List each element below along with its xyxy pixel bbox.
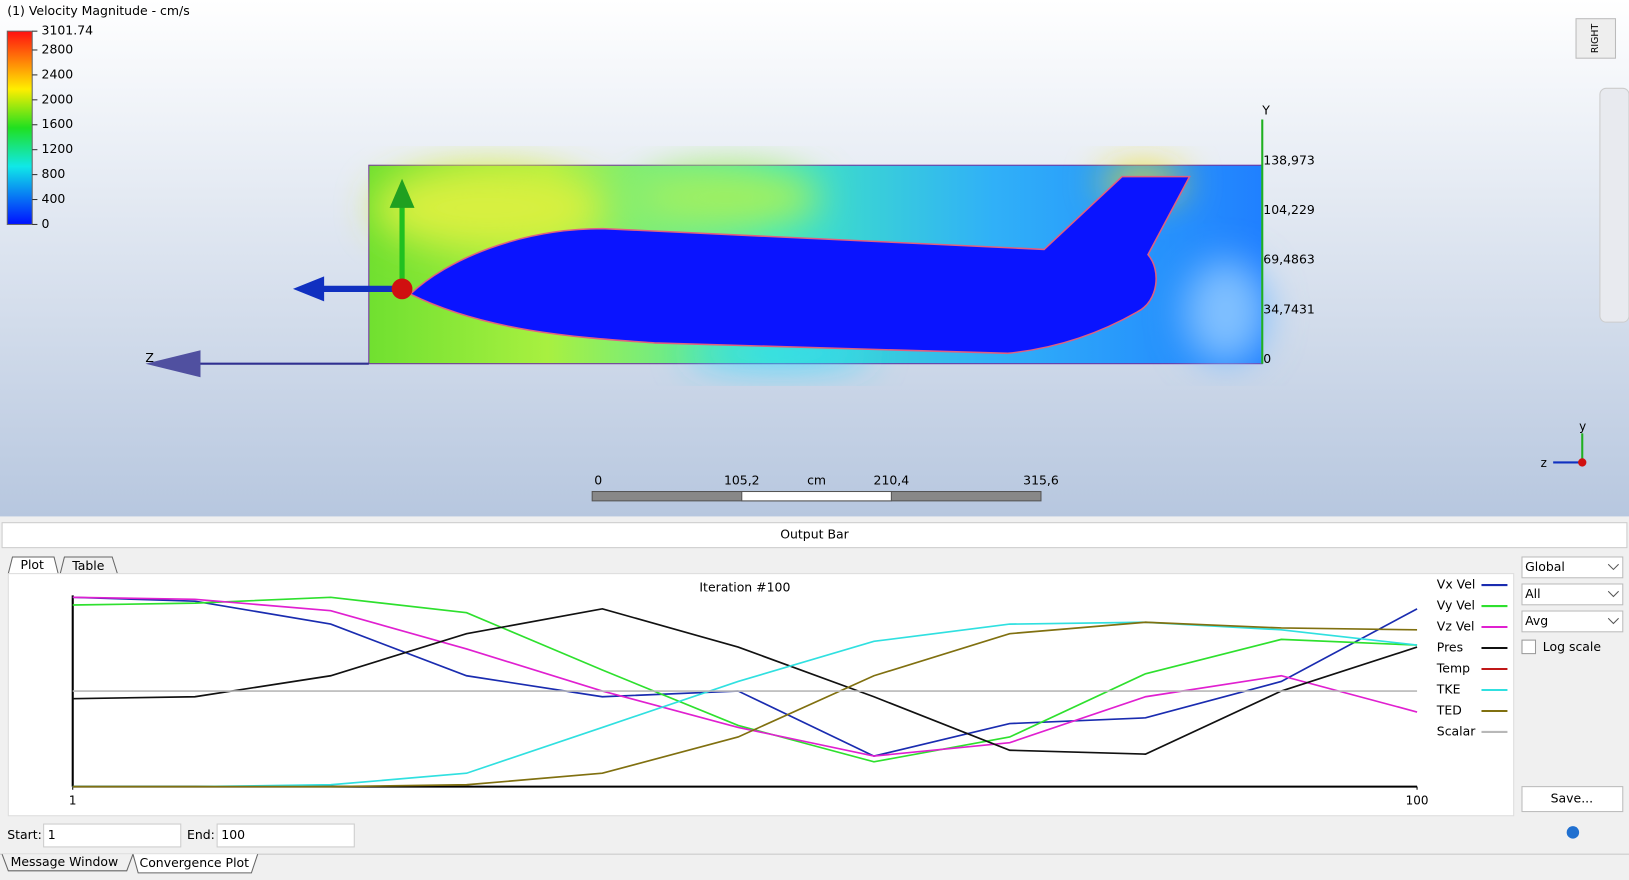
legend-label: Scalar <box>1437 723 1476 738</box>
series-line <box>72 596 1418 763</box>
output-bar[interactable] <box>1 522 1628 549</box>
tab-label: Table <box>71 558 104 573</box>
triad-head <box>292 276 325 302</box>
legend-label: Pres <box>1437 640 1463 655</box>
start-input[interactable] <box>43 823 182 848</box>
log-scale-checkbox[interactable] <box>1521 639 1537 655</box>
flow-blobs <box>374 166 1268 366</box>
convergence-plot: Iteration #100 1 100 Vx Vel Vy Vel Vz Vel Pres… <box>69 577 1508 808</box>
dropdowns: Global All Avg <box>1521 556 1624 633</box>
bottom-tab[interactable] <box>132 854 259 874</box>
triad-head <box>389 178 415 208</box>
mini-origin <box>1578 458 1587 467</box>
scale-label: cm <box>807 473 826 488</box>
y-axis-label: 104,229 <box>1263 202 1315 217</box>
end-value: 100 <box>221 827 245 842</box>
dropdown[interactable] <box>1521 583 1624 606</box>
tab-label: Plot <box>20 557 44 572</box>
x-tick-label: 100 <box>1406 794 1429 808</box>
scale-label: 105,2 <box>724 473 760 488</box>
save-button[interactable] <box>1521 786 1624 813</box>
y-axis-label: 69,4863 <box>1263 252 1314 267</box>
mini-y-label: y <box>1579 420 1586 434</box>
scale-label: 0 <box>594 473 602 488</box>
dropdown[interactable] <box>1521 610 1624 633</box>
help-icon[interactable] <box>1566 826 1580 839</box>
legend-label: TKE <box>1436 681 1461 696</box>
x-tick-label: 1 <box>69 794 77 808</box>
bottom-tab-label: Message Window <box>11 854 119 869</box>
bottom-tab-label: Convergence Plot <box>140 855 250 870</box>
view-cube[interactable] <box>1575 18 1617 59</box>
legend-label: Vz Vel <box>1437 619 1475 634</box>
tab[interactable] <box>7 556 59 574</box>
dropdown-arrow <box>1607 563 1619 571</box>
tab[interactable] <box>59 556 118 574</box>
end-input[interactable] <box>216 823 355 848</box>
output-bar-label: Output Bar <box>780 527 849 542</box>
y-axis-label: 34,7431 <box>1263 301 1314 316</box>
z-label: Z <box>145 350 154 365</box>
series-line <box>72 596 1418 757</box>
y-axis-label: 138,973 <box>1263 153 1314 168</box>
y-label: Y <box>1261 103 1270 118</box>
colorbar-tick-label: 2400 <box>42 66 74 81</box>
z-arrow <box>145 350 201 378</box>
log-scale-label: Log scale <box>1543 639 1601 654</box>
nav-toolbar[interactable] <box>1599 87 1629 323</box>
dropdown-value: Global <box>1525 559 1565 574</box>
colorbar-tick-label: 1600 <box>42 116 74 131</box>
colorbar-tick-label: 400 <box>42 191 66 206</box>
legend-label: Vx Vel <box>1437 577 1476 592</box>
dropdown-arrow <box>1607 590 1619 598</box>
end-label: End: <box>187 827 215 842</box>
legend-label: Temp <box>1436 661 1470 676</box>
view-cube-label: RIGHT <box>1590 24 1601 54</box>
dropdown-value: All <box>1525 586 1540 601</box>
scale-bar-segment <box>741 490 892 502</box>
colorbar-tick-label: 1200 <box>42 141 74 156</box>
dropdown-arrow <box>1607 617 1619 625</box>
save-label: Save... <box>1551 791 1593 806</box>
plot-panel <box>7 573 1515 817</box>
colorbar-ticks: 3101.74 2800 2400 2000 1600 1200 800 400 0 <box>32 23 93 231</box>
colorbar-tick-label: 2000 <box>42 91 74 106</box>
bottom-tab[interactable] <box>1 853 134 872</box>
legend-label: Vy Vel <box>1437 598 1475 613</box>
legend-label: TED <box>1436 702 1462 717</box>
scale-labels: 0 105,2 cm 210,4 315,6 <box>594 473 1059 488</box>
colorbar-tick-label: 0 <box>42 216 50 231</box>
mini-z-label: z <box>1541 456 1547 470</box>
start-label: Start: <box>7 827 42 842</box>
scale-label: 315,6 <box>1023 473 1059 488</box>
legend-title: (1) Velocity Magnitude - cm/s <box>7 3 189 18</box>
y-axis-labels: 138,973 104,229 69,4863 34,7431 0 <box>1263 153 1315 366</box>
triad-origin <box>391 278 413 300</box>
colorbar <box>6 30 33 225</box>
colorbar-tick-label: 2800 <box>42 41 74 56</box>
colorbar-tick-label: 800 <box>42 166 66 181</box>
dropdown[interactable] <box>1521 556 1624 579</box>
series-line <box>72 621 1418 788</box>
series-line <box>72 607 1418 755</box>
dropdown-value: Avg <box>1525 613 1548 628</box>
colorbar-tick-label: 3101.74 <box>42 23 94 38</box>
chart-title: Iteration #100 <box>699 580 790 595</box>
aircraft <box>409 175 1191 355</box>
y-axis-label: 0 <box>1263 351 1271 366</box>
start-value: 1 <box>48 827 56 842</box>
scale-label: 210,4 <box>874 473 910 488</box>
